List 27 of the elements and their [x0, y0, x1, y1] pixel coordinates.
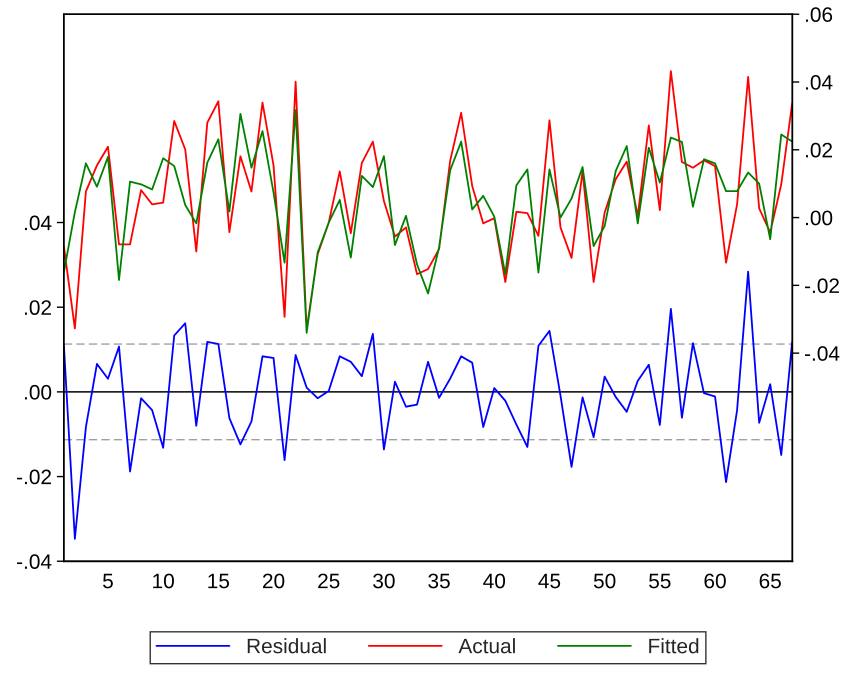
legend-label: Fitted	[649, 638, 698, 654]
y-tick-label: .00	[24, 384, 52, 400]
x-tick-label: 10	[153, 574, 174, 588]
x-tick-label: 30	[373, 574, 395, 588]
y2-tick-label: .04	[806, 75, 832, 90]
x-tick-label: 5	[103, 574, 113, 588]
x-tick-label: 55	[649, 574, 671, 588]
x-tick-label: 45	[538, 574, 560, 588]
x-tick-label: 35	[428, 574, 450, 588]
y-tick-label: -.02	[17, 470, 51, 484]
legend-label: Actual	[458, 638, 515, 654]
x-tick-label: 25	[318, 574, 340, 588]
x-tick-label: 20	[262, 574, 284, 588]
x-tick-label: 40	[483, 574, 506, 588]
y2-tick-label: .02	[806, 142, 832, 158]
y2-tick-label: -.02	[805, 278, 839, 294]
y-tick-label: -.04	[17, 554, 52, 569]
y2-tick-label: -.04	[805, 346, 840, 361]
legend-label: Residual	[248, 638, 326, 654]
y-tick-label: .04	[24, 216, 52, 230]
x-tick-label: 50	[594, 574, 616, 588]
x-tick-label: 15	[208, 574, 230, 588]
y-tick-label: .02	[24, 300, 51, 315]
y2-tick-label: .06	[806, 7, 832, 22]
y2-tick-label: .00	[806, 210, 832, 226]
x-tick-label: 65	[760, 574, 781, 588]
x-tick-label: 60	[704, 574, 726, 588]
